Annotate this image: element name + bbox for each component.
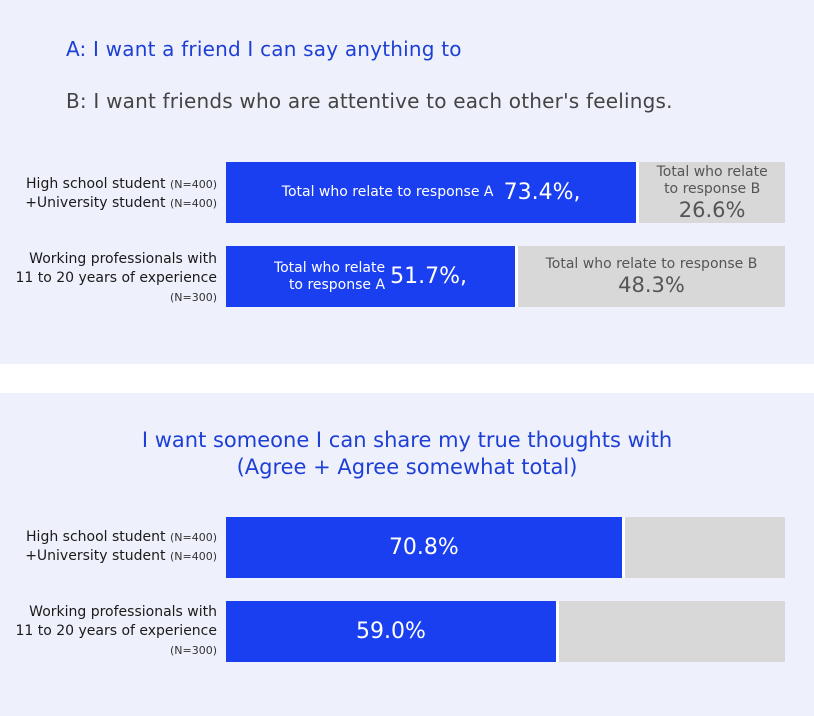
label-line: Working professionals with	[29, 251, 217, 267]
legend-b-text: B: I want friends who are attentive to e…	[66, 89, 673, 113]
label-line: High school student	[26, 529, 166, 545]
bar-series-label: Total who relate	[656, 163, 768, 180]
bar-professionals-remainder	[555, 601, 785, 662]
bar-students-response-a: Total who relate to response A 73.4%,	[226, 162, 637, 223]
chart-panel-friend-preference: A: I want a friend I can say anything to…	[0, 0, 814, 364]
n-count: (N=400)	[169, 178, 217, 191]
legend-a-text: A: I want a friend I can say anything to	[66, 37, 462, 61]
n-count: (N=300)	[169, 644, 217, 657]
legend-line-b: B: I want friends who are attentive to e…	[66, 89, 673, 113]
row-label-students: High school student (N=400) +University …	[0, 528, 217, 566]
row-label-professionals: Working professionals with 11 to 20 year…	[0, 250, 217, 307]
chart-title: I want someone I can share my true thoug…	[141, 428, 673, 452]
bar-students-remainder	[621, 517, 785, 578]
label-line: 11 to 20 years of experience	[15, 270, 217, 286]
bar-value-label: 48.3%	[618, 273, 685, 297]
chart-panel-share-thoughts: I want someone I can share my true thoug…	[0, 393, 814, 716]
bar-series-label: Total who relate	[273, 259, 386, 276]
bar-professionals-response-a: Total who relate to response A 51.7%,	[226, 246, 515, 307]
legend-line-a: A: I want a friend I can say anything to	[66, 37, 462, 61]
label-line: 11 to 20 years of experience	[15, 623, 217, 639]
bar-value-label: 26.6%	[678, 197, 746, 222]
n-count: (N=400)	[169, 531, 217, 544]
bar-professionals-response-b: Total who relate to response B 48.3%	[515, 246, 785, 307]
row-label-professionals: Working professionals with 11 to 20 year…	[0, 603, 217, 660]
n-count: (N=300)	[169, 291, 217, 304]
n-count: (N=400)	[169, 197, 217, 210]
label-line: High school student	[26, 176, 166, 192]
n-count: (N=400)	[169, 550, 217, 563]
bar-professionals-agree: 59.0%	[226, 601, 556, 662]
bar-series-label: to response B	[664, 180, 761, 197]
bar-students-response-b: Total who relate to response B 26.6%	[636, 162, 785, 223]
bar-series-label: to response A	[288, 276, 386, 293]
bar-value-label: 70.8%	[388, 535, 459, 560]
row-label-students: High school student (N=400) +University …	[0, 175, 217, 213]
label-line: Working professionals with	[29, 604, 217, 620]
bar-value-label: 73.4%,	[503, 180, 581, 205]
bar-students-agree: 70.8%	[226, 517, 622, 578]
label-line: +University student	[25, 548, 166, 564]
bar-value-label: 59.0%	[355, 619, 426, 644]
bar-series-label: Total who relate to response B	[545, 256, 758, 272]
chart-subtitle: (Agree + Agree somewhat total)	[236, 455, 578, 479]
bar-value-label: 51.7%,	[390, 264, 468, 289]
label-line: +University student	[25, 195, 166, 211]
bar-series-label: Total who relate to response A	[281, 184, 494, 200]
